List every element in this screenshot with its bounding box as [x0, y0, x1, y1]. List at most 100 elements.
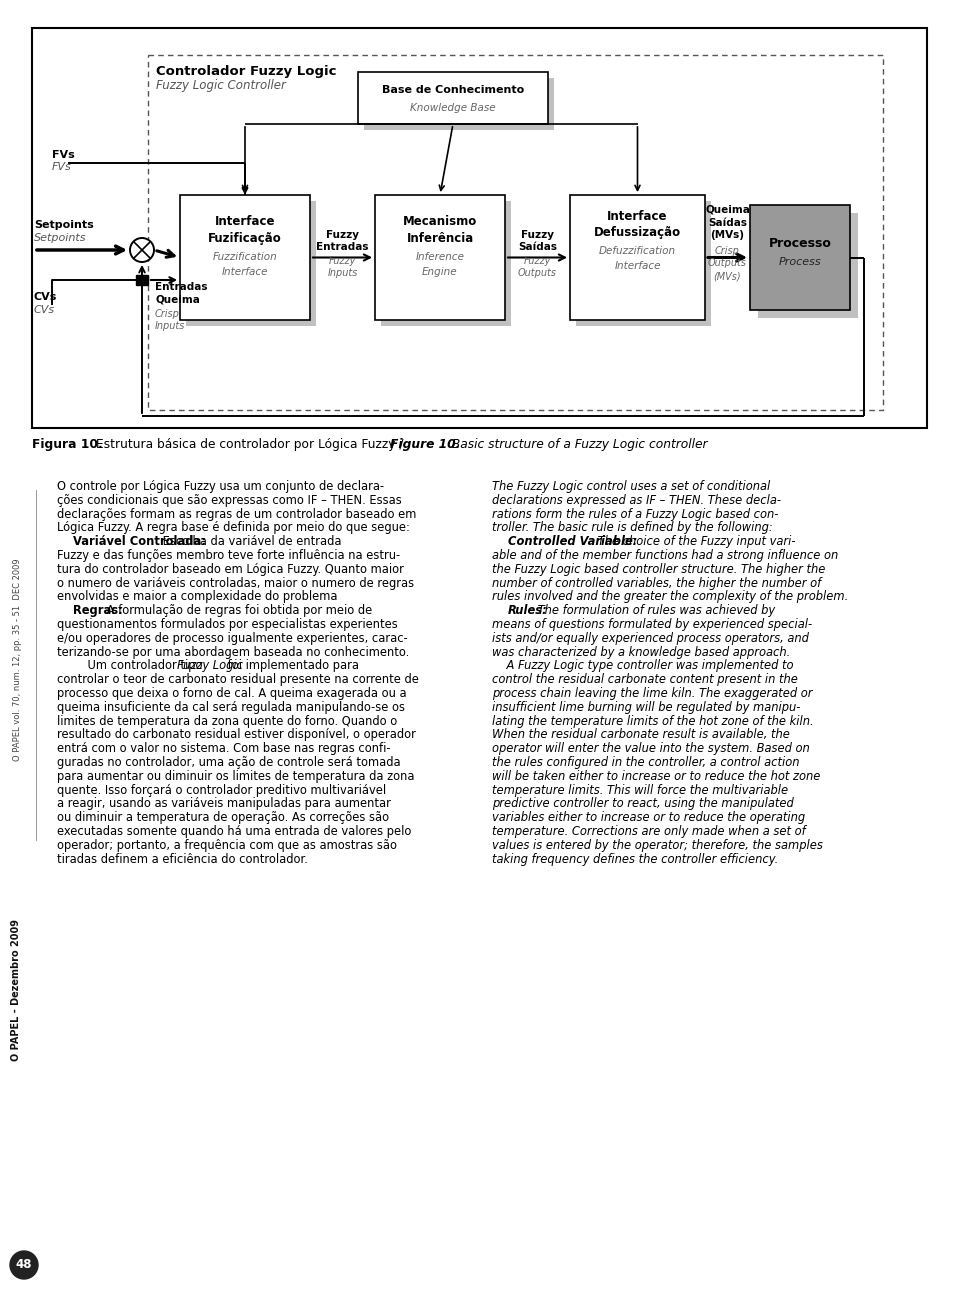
Circle shape — [130, 238, 154, 262]
Text: (MVs): (MVs) — [713, 271, 741, 282]
Text: Setpoints: Setpoints — [34, 233, 86, 243]
Text: guradas no controlador, uma ação de controle será tomada: guradas no controlador, uma ação de cont… — [57, 756, 400, 769]
Text: When the residual carbonate result is available, the: When the residual carbonate result is av… — [492, 729, 790, 742]
Text: resultado do carbonato residual estiver disponível, o operador: resultado do carbonato residual estiver … — [57, 729, 416, 742]
Text: Processo: Processo — [769, 236, 831, 249]
Text: quente. Isso forçará o controlador preditivo multivariável: quente. Isso forçará o controlador predi… — [57, 784, 386, 797]
Text: terizando-se por uma abordagem baseada no conhecimento.: terizando-se por uma abordagem baseada n… — [57, 646, 409, 659]
Text: Figure 10.: Figure 10. — [390, 438, 460, 451]
Text: controlar o teor de carbonato residual presente na corrente de: controlar o teor de carbonato residual p… — [57, 673, 419, 686]
Text: Inference: Inference — [416, 252, 465, 262]
Text: operator will enter the value into the system. Based on: operator will enter the value into the s… — [492, 742, 809, 756]
Text: CVs: CVs — [34, 292, 58, 302]
Text: process chain leaving the lime kiln. The exaggerated or: process chain leaving the lime kiln. The… — [492, 687, 812, 700]
Text: 48: 48 — [15, 1258, 33, 1271]
Bar — [576, 202, 711, 326]
Text: FVs: FVs — [52, 162, 72, 172]
Text: rules involved and the greater the complexity of the problem.: rules involved and the greater the compl… — [492, 590, 849, 603]
Text: Figura 10.: Figura 10. — [32, 438, 103, 451]
Text: Setpoints: Setpoints — [34, 220, 94, 230]
Text: executadas somente quando há uma entrada de valores pelo: executadas somente quando há uma entrada… — [57, 826, 412, 839]
Text: able and of the member functions had a strong influence on: able and of the member functions had a s… — [492, 549, 838, 562]
Text: Process: Process — [779, 257, 822, 267]
Text: Entradas: Entradas — [316, 242, 369, 252]
Text: taking frequency defines the controller efficiency.: taking frequency defines the controller … — [492, 853, 779, 866]
Bar — [381, 202, 511, 326]
Text: Crisp: Crisp — [715, 245, 740, 256]
Text: CVs: CVs — [34, 305, 55, 315]
Text: Fuzzy: Fuzzy — [326, 230, 359, 239]
Text: Outputs: Outputs — [708, 258, 747, 269]
Text: entrá com o valor no sistema. Com base nas regras confi-: entrá com o valor no sistema. Com base n… — [57, 742, 391, 756]
Text: Interface: Interface — [222, 267, 268, 276]
Text: para aumentar ou diminuir os limites de temperatura da zona: para aumentar ou diminuir os limites de … — [57, 770, 415, 783]
Bar — [136, 275, 148, 286]
Text: Controlled Variable:: Controlled Variable: — [508, 535, 637, 548]
Text: declarations expressed as IF – THEN. These decla-: declarations expressed as IF – THEN. The… — [492, 494, 781, 506]
Text: ists and/or equally experienced process operators, and: ists and/or equally experienced process … — [492, 632, 809, 645]
Text: variables either to increase or to reduce the operating: variables either to increase or to reduc… — [492, 811, 805, 824]
Bar — [750, 205, 850, 310]
Text: Um controlador tipo: Um controlador tipo — [73, 659, 206, 672]
Text: values is entered by the operator; therefore, the samples: values is entered by the operator; there… — [492, 839, 823, 851]
Text: Queima: Queima — [705, 204, 750, 214]
Bar — [364, 78, 554, 130]
Bar — [758, 213, 858, 318]
Text: questionamentos formulados por especialistas experientes: questionamentos formulados por especiali… — [57, 618, 397, 630]
Bar — [148, 56, 883, 410]
Text: (MVs): (MVs) — [710, 230, 745, 240]
Text: processo que deixa o forno de cal. A queima exagerada ou a: processo que deixa o forno de cal. A que… — [57, 687, 407, 700]
Text: Fuzzy e das funções membro teve forte influência na estru-: Fuzzy e das funções membro teve forte in… — [57, 549, 400, 562]
Text: ou diminuir a temperatura de operação. As correções são: ou diminuir a temperatura de operação. A… — [57, 811, 389, 824]
Text: Interface: Interface — [608, 211, 668, 224]
Text: Fuzzy Logic Controller: Fuzzy Logic Controller — [156, 79, 286, 92]
Text: Crisp: Crisp — [155, 309, 180, 319]
Text: Interface: Interface — [614, 261, 660, 271]
Text: The choice of the Fuzzy input vari-: The choice of the Fuzzy input vari- — [594, 535, 796, 548]
Text: Inputs: Inputs — [327, 267, 358, 278]
Text: Variável Controlada:: Variável Controlada: — [73, 535, 205, 548]
Circle shape — [10, 1251, 38, 1279]
Text: O PAPEL vol. 70, num. 12, pp. 35 - 51  DEC 2009: O PAPEL vol. 70, num. 12, pp. 35 - 51 DE… — [13, 558, 22, 761]
Text: insufficient lime burning will be regulated by manipu-: insufficient lime burning will be regula… — [492, 700, 801, 713]
Text: o numero de variáveis controladas, maior o numero de regras: o numero de variáveis controladas, maior… — [57, 576, 414, 589]
Text: Interface: Interface — [215, 214, 276, 227]
Text: Base de Conhecimento: Base de Conhecimento — [382, 85, 524, 96]
Text: Queima: Queima — [155, 295, 200, 305]
Text: Estrutura básica de controlador por Lógica Fuzzy /: Estrutura básica de controlador por Lógi… — [92, 438, 407, 451]
Text: tura do controlador baseado em Lógica Fuzzy. Quanto maior: tura do controlador baseado em Lógica Fu… — [57, 563, 404, 576]
Text: Fuzificação: Fuzificação — [208, 233, 282, 245]
Text: declarações formam as regras de um controlador baseado em: declarações formam as regras de um contr… — [57, 508, 417, 521]
Text: O PAPEL - Dezembro 2009: O PAPEL - Dezembro 2009 — [11, 919, 21, 1061]
Text: operador; portanto, a frequência com que as amostras são: operador; portanto, a frequência com que… — [57, 839, 397, 851]
Text: predictive controller to react, using the manipulated: predictive controller to react, using th… — [492, 797, 794, 810]
Text: Basic structure of a Fuzzy Logic controller: Basic structure of a Fuzzy Logic control… — [448, 438, 708, 451]
Text: troller. The basic rule is defined by the following:: troller. The basic rule is defined by th… — [492, 522, 773, 535]
Text: temperature limits. This will force the multivariable: temperature limits. This will force the … — [492, 784, 788, 797]
Text: Saídas: Saídas — [518, 242, 557, 252]
Bar — [180, 195, 310, 320]
Text: Inferência: Inferência — [406, 233, 473, 245]
Text: Entradas: Entradas — [155, 282, 207, 292]
Text: the Fuzzy Logic based controller structure. The higher the: the Fuzzy Logic based controller structu… — [492, 563, 826, 576]
Text: Controlador Fuzzy Logic: Controlador Fuzzy Logic — [156, 65, 337, 78]
Text: Fuzzification: Fuzzification — [212, 252, 277, 262]
Text: a reagir, usando as variáveis manipuladas para aumentar: a reagir, usando as variáveis manipulada… — [57, 797, 391, 810]
Text: temperature. Corrections are only made when a set of: temperature. Corrections are only made w… — [492, 826, 805, 839]
Text: Fuzzy: Fuzzy — [524, 256, 551, 265]
Text: queima insuficiente da cal será regulada manipulando-se os: queima insuficiente da cal será regulada… — [57, 700, 405, 713]
Text: FVs: FVs — [52, 150, 75, 160]
Text: Defussização: Defussização — [594, 226, 681, 239]
Text: Engine: Engine — [422, 267, 458, 276]
Text: The Fuzzy Logic control uses a set of conditional: The Fuzzy Logic control uses a set of co… — [492, 481, 770, 494]
Text: Saídas: Saídas — [708, 217, 747, 227]
Text: ções condicionais que são expressas como IF – THEN. Essas: ções condicionais que são expressas como… — [57, 494, 401, 506]
Text: The formulation of rules was achieved by: The formulation of rules was achieved by — [534, 605, 775, 618]
Text: foi implementado para: foi implementado para — [224, 659, 359, 672]
Text: the rules configured in the controller, a control action: the rules configured in the controller, … — [492, 756, 800, 769]
Bar — [375, 195, 505, 320]
Text: A formulação de regras foi obtida por meio de: A formulação de regras foi obtida por me… — [104, 605, 372, 618]
Text: Regras:: Regras: — [73, 605, 123, 618]
Text: limites de temperatura da zona quente do forno. Quando o: limites de temperatura da zona quente do… — [57, 714, 397, 727]
Text: Inputs: Inputs — [155, 320, 185, 331]
